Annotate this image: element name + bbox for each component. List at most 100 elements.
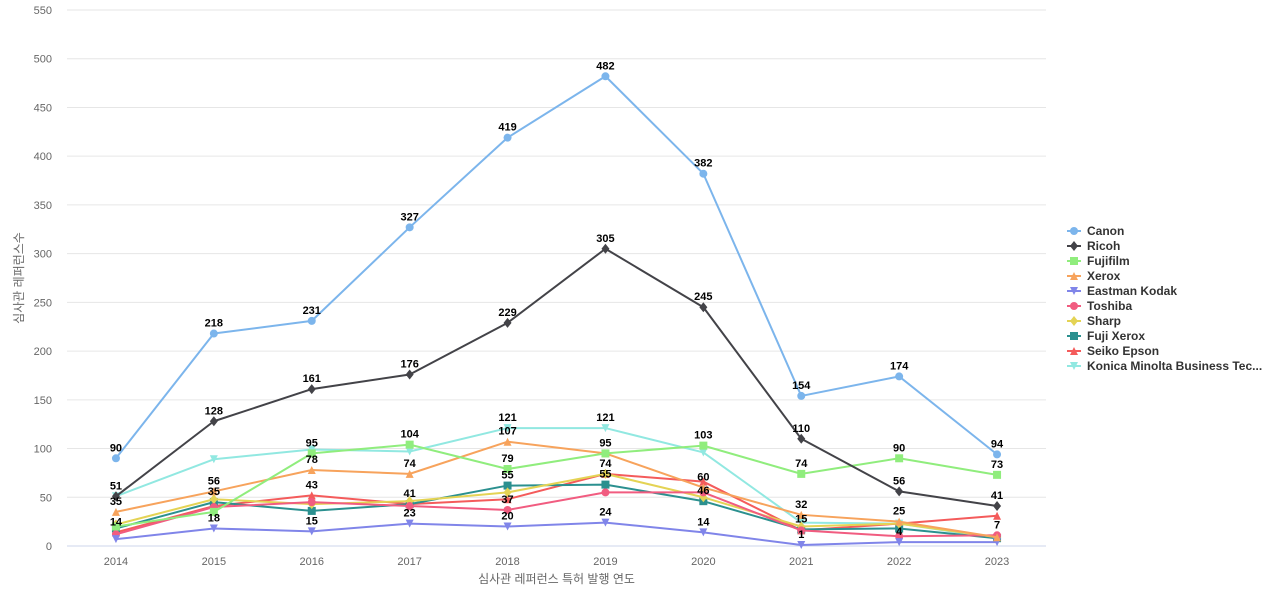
data-point[interactable] — [209, 524, 218, 533]
series-line-sharp[interactable] — [115, 472, 998, 539]
data-point[interactable] — [405, 469, 414, 478]
series-line-xerox[interactable] — [115, 440, 998, 539]
series-line-toshiba[interactable] — [115, 491, 998, 538]
data-point[interactable] — [209, 455, 218, 464]
data-point[interactable] — [503, 495, 512, 504]
legend-marker[interactable] — [1070, 272, 1078, 280]
legend-item-xerox[interactable]: Xerox — [1067, 269, 1121, 283]
data-point[interactable] — [503, 487, 512, 498]
data-point[interactable] — [699, 169, 708, 178]
series-line-fuji-xerox[interactable] — [115, 483, 998, 540]
data-point[interactable] — [209, 507, 218, 516]
data-point[interactable] — [993, 450, 1002, 459]
data-point[interactable] — [209, 329, 218, 338]
data-point[interactable] — [111, 522, 120, 531]
series-line-konica-minolta-business-tec[interactable] — [115, 427, 998, 540]
legend-item-fuji-xerox[interactable]: Fuji Xerox — [1067, 329, 1145, 343]
data-point[interactable] — [111, 507, 120, 516]
legend-marker[interactable] — [1070, 316, 1078, 326]
data-point[interactable] — [601, 449, 610, 458]
data-point[interactable] — [405, 369, 414, 380]
data-point[interactable] — [307, 316, 316, 325]
legend-marker[interactable] — [1070, 287, 1078, 295]
data-point[interactable] — [503, 317, 512, 328]
data-point[interactable] — [993, 470, 1002, 479]
data-point[interactable] — [601, 518, 610, 527]
data-point[interactable] — [797, 526, 806, 535]
data-point[interactable] — [699, 441, 708, 450]
data-point[interactable] — [601, 468, 610, 479]
legend-item-toshiba[interactable]: Toshiba — [1067, 299, 1132, 313]
series-line-ricoh[interactable] — [115, 247, 998, 508]
data-point[interactable] — [405, 440, 414, 449]
data-point[interactable] — [993, 511, 1002, 520]
data-point[interactable] — [503, 133, 512, 142]
data-point[interactable] — [111, 454, 120, 463]
legend-item-konica-minolta-business-tec[interactable]: Konica Minolta Business Tec... — [1067, 359, 1262, 373]
data-point[interactable] — [209, 494, 218, 505]
legend-marker[interactable] — [1070, 241, 1078, 251]
data-point[interactable] — [895, 538, 904, 547]
legend-item-sharp[interactable]: Sharp — [1067, 314, 1121, 328]
data-point[interactable] — [895, 517, 904, 526]
series-line-canon[interactable] — [115, 75, 998, 459]
legend-marker[interactable] — [1070, 362, 1078, 370]
data-point[interactable] — [209, 487, 218, 496]
data-point[interactable] — [993, 533, 1002, 542]
data-point[interactable] — [405, 223, 414, 232]
data-point[interactable] — [601, 488, 610, 497]
data-point[interactable] — [209, 416, 218, 427]
legend-marker[interactable] — [1070, 332, 1078, 340]
data-point[interactable] — [601, 424, 610, 433]
data-point[interactable] — [601, 480, 610, 489]
data-point[interactable] — [797, 469, 806, 478]
data-point[interactable] — [503, 437, 512, 446]
data-point[interactable] — [895, 454, 904, 463]
data-point[interactable] — [307, 384, 316, 395]
data-point[interactable] — [993, 501, 1002, 512]
legend-item-seiko-epson[interactable]: Seiko Epson — [1067, 344, 1159, 358]
data-point[interactable] — [405, 519, 414, 528]
legend-item-fujifilm[interactable]: Fujifilm — [1067, 254, 1130, 268]
data-point[interactable] — [699, 302, 708, 313]
data-point[interactable] — [699, 448, 708, 457]
data-point[interactable] — [307, 465, 316, 474]
x-tick-label: 2015 — [202, 556, 226, 568]
legend-marker[interactable] — [1070, 227, 1078, 235]
legend-item-eastman-kodak[interactable]: Eastman Kodak — [1067, 284, 1177, 298]
data-point[interactable] — [797, 433, 806, 444]
legend-item-canon[interactable]: Canon — [1067, 224, 1124, 238]
data-point[interactable] — [503, 465, 512, 474]
data-point[interactable] — [503, 505, 512, 514]
legend-marker[interactable] — [1070, 347, 1078, 355]
data-point[interactable] — [111, 535, 120, 544]
legend-marker[interactable] — [1070, 257, 1078, 265]
data-point[interactable] — [307, 491, 316, 500]
data-point[interactable] — [699, 483, 708, 492]
data-point[interactable] — [797, 391, 806, 400]
data-point[interactable] — [503, 522, 512, 531]
legend-marker[interactable] — [1070, 302, 1078, 310]
data-point[interactable] — [503, 481, 512, 490]
data-point[interactable] — [895, 486, 904, 497]
data-point[interactable] — [111, 491, 120, 502]
series-line-eastman-kodak[interactable] — [115, 521, 998, 547]
legend-label: Fuji Xerox — [1087, 329, 1145, 343]
data-point[interactable] — [699, 477, 708, 486]
data-point[interactable] — [405, 502, 414, 511]
data-point[interactable] — [307, 449, 316, 458]
data-point[interactable] — [307, 527, 316, 536]
data-point[interactable] — [797, 541, 806, 550]
data-point[interactable] — [601, 72, 610, 81]
data-point[interactable] — [797, 510, 806, 519]
data-point[interactable] — [601, 243, 610, 254]
legend-label: Seiko Epson — [1087, 344, 1159, 358]
data-point[interactable] — [895, 372, 904, 381]
legend-item-ricoh[interactable]: Ricoh — [1067, 239, 1120, 253]
data-point[interactable] — [503, 424, 512, 433]
data-point[interactable] — [307, 506, 316, 515]
data-point[interactable] — [307, 498, 316, 507]
data-point[interactable] — [699, 528, 708, 537]
data-point[interactable] — [405, 447, 414, 456]
